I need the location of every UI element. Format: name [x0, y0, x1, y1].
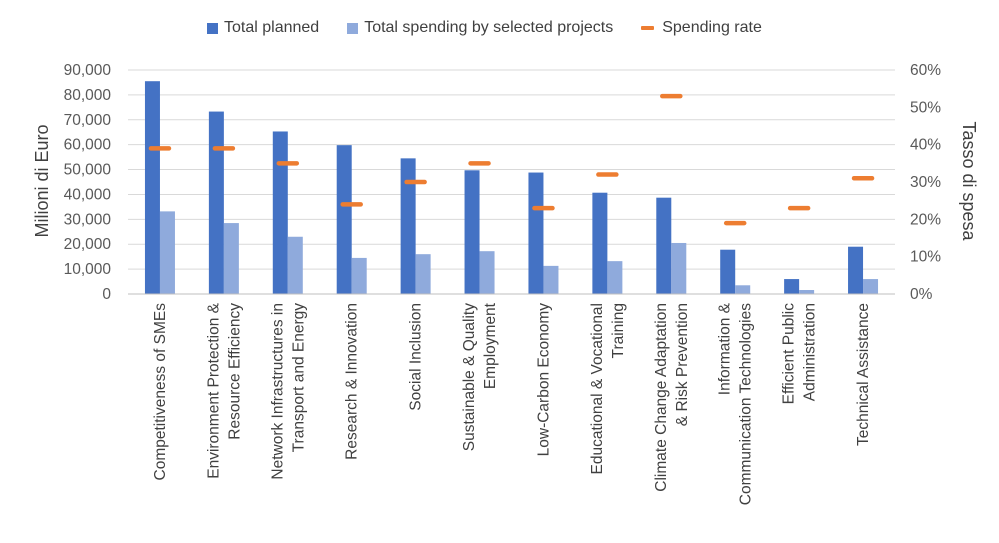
- bar-total-planned: [464, 170, 480, 294]
- legend-label-spending-rate: Spending rate: [662, 19, 762, 36]
- category-label: Research & Innovation: [344, 303, 361, 460]
- category-label: Environment Protection & Resource Efficie…: [205, 302, 243, 478]
- legend-label-total-planned: Total planned: [224, 19, 320, 36]
- y2-tick-label: 50%: [910, 99, 941, 116]
- bar-total-spending: [223, 223, 239, 294]
- bar-total-spending: [607, 261, 623, 294]
- bar-total-planned: [656, 197, 672, 294]
- category-label-line: Communication Technologies: [738, 303, 755, 505]
- bar-total-spending: [351, 257, 367, 294]
- bar-total-planned: [208, 111, 224, 294]
- category-label: Climate Change Adaptation & Risk Preventi…: [653, 303, 691, 492]
- category-label: Information & Communication Technologies: [717, 302, 755, 505]
- chart-legend: Total planned Total spending by selected…: [207, 19, 790, 37]
- category-label: Low-Carbon Economy: [535, 303, 552, 457]
- y2-tick-label: 40%: [910, 137, 941, 154]
- bar-total-spending: [287, 236, 303, 294]
- legend-label-total-spending: Total spending by selected projects: [364, 19, 614, 36]
- bar-total-spending: [415, 254, 431, 294]
- bar-total-spending: [799, 290, 815, 294]
- category-label-line: & Risk Prevention: [674, 303, 691, 426]
- bar-total-planned: [272, 131, 288, 294]
- legend-item-spending-rate: Spending rate: [641, 19, 762, 37]
- y2-tick-label: 10%: [910, 249, 941, 266]
- y-tick-label: 10,000: [64, 261, 112, 278]
- left-axis-ticks: 0 10,000 20,000 30,000 40,000 50,000 60,000 70,…: [64, 62, 112, 303]
- bar-total-planned: [528, 172, 544, 294]
- category-label-line: Efficient Public: [781, 303, 798, 405]
- category-label-line: Research & Innovation: [344, 303, 361, 460]
- bar-total-spending: [735, 285, 751, 294]
- category-label-line: Sustainable & Quality: [461, 303, 478, 451]
- category-label-line: Technical Assistance: [855, 303, 872, 446]
- bar-total-planned: [848, 246, 864, 294]
- legend-item-total-spending: Total spending by selected projects: [347, 19, 613, 37]
- gridlines: [128, 69, 895, 270]
- bar-total-spending: [479, 251, 495, 294]
- bars: [144, 81, 879, 294]
- bar-total-spending: [671, 242, 687, 294]
- category-label-line: Transport and Energy: [290, 303, 307, 453]
- right-axis-ticks: 0% 10% 20% 30% 40% 50% 60%: [910, 62, 941, 303]
- bar-total-planned: [720, 249, 736, 294]
- bar-total-planned: [144, 81, 160, 294]
- y-tick-label: 0: [102, 286, 111, 303]
- y2-tick-label: 30%: [910, 174, 941, 191]
- category-label-line: Low-Carbon Economy: [535, 303, 552, 457]
- y2-axis-title: Tasso di spesa: [959, 121, 979, 241]
- y-tick-label: 40,000: [64, 186, 112, 203]
- category-label: Network Infrastructures in Transport and …: [269, 303, 307, 480]
- y2-tick-label: 60%: [910, 62, 941, 79]
- category-label-line: Environment Protection &: [205, 302, 222, 478]
- y2-tick-label: 0%: [910, 286, 933, 303]
- category-label-line: Social Inclusion: [408, 303, 425, 411]
- category-label: Competitiveness of SMEs: [152, 303, 169, 481]
- bar-total-planned: [784, 279, 800, 294]
- category-labels: Competitiveness of SMEs Environment Prote…: [152, 302, 872, 505]
- legend-swatch-spending-rate: [641, 26, 655, 30]
- category-label: Educational & Vocational Training: [589, 303, 627, 474]
- bar-total-spending: [543, 265, 559, 294]
- legend-swatch-total-spending: [347, 22, 359, 34]
- category-label-line: Administration: [802, 303, 819, 401]
- y-tick-label: 30,000: [64, 211, 112, 228]
- bar-total-planned: [400, 158, 416, 294]
- category-label: Social Inclusion: [408, 303, 425, 411]
- category-label: Sustainable & Quality Employment: [461, 302, 499, 451]
- y-tick-label: 90,000: [64, 62, 112, 79]
- legend-swatch-total-planned: [207, 22, 218, 34]
- category-label-line: Climate Change Adaptation: [653, 303, 670, 492]
- bar-total-spending: [159, 211, 175, 294]
- y-tick-label: 80,000: [64, 87, 112, 104]
- category-label-line: Resource Efficiency: [226, 303, 243, 440]
- spending-rate-markers: [148, 93, 875, 226]
- bar-total-spending: [863, 279, 879, 294]
- y-tick-label: 20,000: [64, 236, 112, 253]
- category-label: Efficient Public Administration: [781, 303, 819, 405]
- category-label-line: Employment: [482, 302, 499, 389]
- category-label-line: Training: [610, 303, 627, 358]
- category-label: Technical Assistance: [855, 303, 872, 446]
- category-label-line: Network Infrastructures in: [269, 303, 286, 480]
- bar-total-planned: [592, 192, 608, 294]
- y2-tick-label: 20%: [910, 211, 941, 228]
- y-axis-title: Milioni di Euro: [32, 124, 52, 237]
- category-label-line: Competitiveness of SMEs: [152, 303, 169, 481]
- y-tick-label: 50,000: [64, 162, 112, 179]
- bar-total-planned: [336, 145, 352, 294]
- legend-item-total-planned: Total planned: [207, 19, 319, 37]
- y-tick-label: 70,000: [64, 112, 112, 129]
- category-label-line: Information &: [717, 302, 734, 395]
- category-label-line: Educational & Vocational: [589, 303, 606, 474]
- y-tick-label: 60,000: [64, 137, 112, 154]
